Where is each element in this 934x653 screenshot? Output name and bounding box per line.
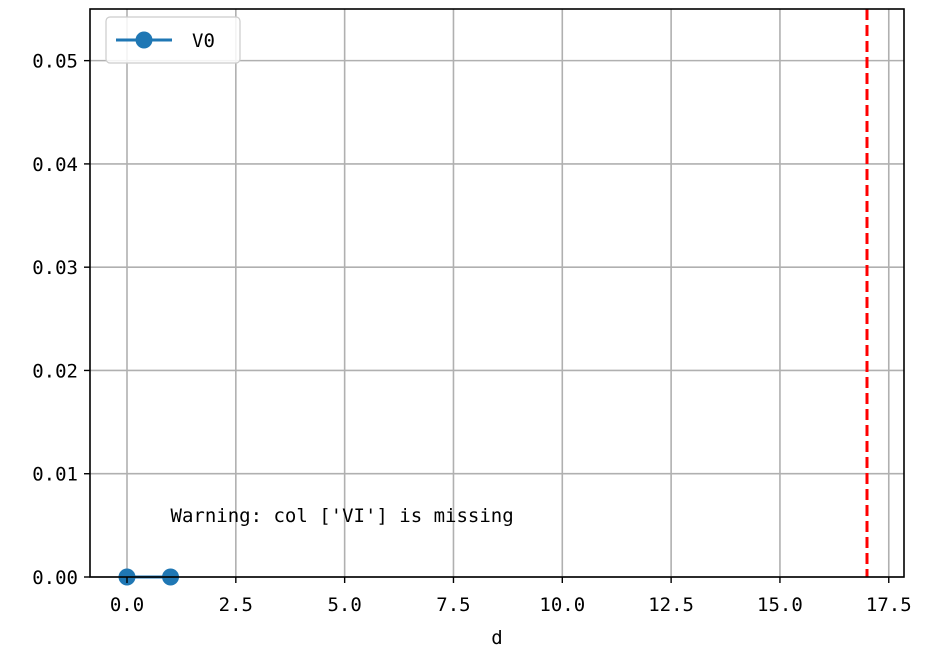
x-tick-label-1: 2.5 [219, 594, 253, 616]
legend-box [105, 16, 241, 64]
y-tick-label-3: 0.03 [32, 257, 78, 279]
legend-label-0: V0 [192, 30, 215, 52]
x-tick-label-5: 12.5 [648, 594, 694, 616]
y-tick-label-4: 0.04 [32, 154, 78, 176]
y-tick-label-1: 0.01 [32, 464, 78, 486]
y-tick-label-5: 0.05 [32, 51, 78, 73]
y-tick-label-0: 0.00 [32, 567, 78, 589]
y-tick-label-2: 0.02 [32, 360, 78, 382]
warning-annotation-0: Warning: col ['VI'] is missing [171, 505, 514, 527]
annotations: Warning: col ['VI'] is missing [171, 505, 514, 527]
tick-labels: 0.0 2.5 5.0 7.5 10.0 12.5 15.0 17.5 0.00 0.01 0.02… [32, 51, 911, 616]
x-tick-label-7: 17.5 [866, 594, 912, 616]
grid-lines [90, 9, 904, 578]
x-tick-label-6: 15.0 [757, 594, 803, 616]
x-tick-label-3: 7.5 [436, 594, 470, 616]
x-tick-label-0: 0.0 [110, 594, 144, 616]
legend: V0 [105, 16, 241, 64]
legend-marker-0 [135, 31, 153, 49]
x-tick-label-4: 10.0 [539, 594, 585, 616]
plot-frame [89, 8, 905, 578]
plot-border [89, 8, 905, 578]
x-tick-label-2: 5.0 [327, 594, 361, 616]
x-axis-label: d [491, 627, 502, 649]
